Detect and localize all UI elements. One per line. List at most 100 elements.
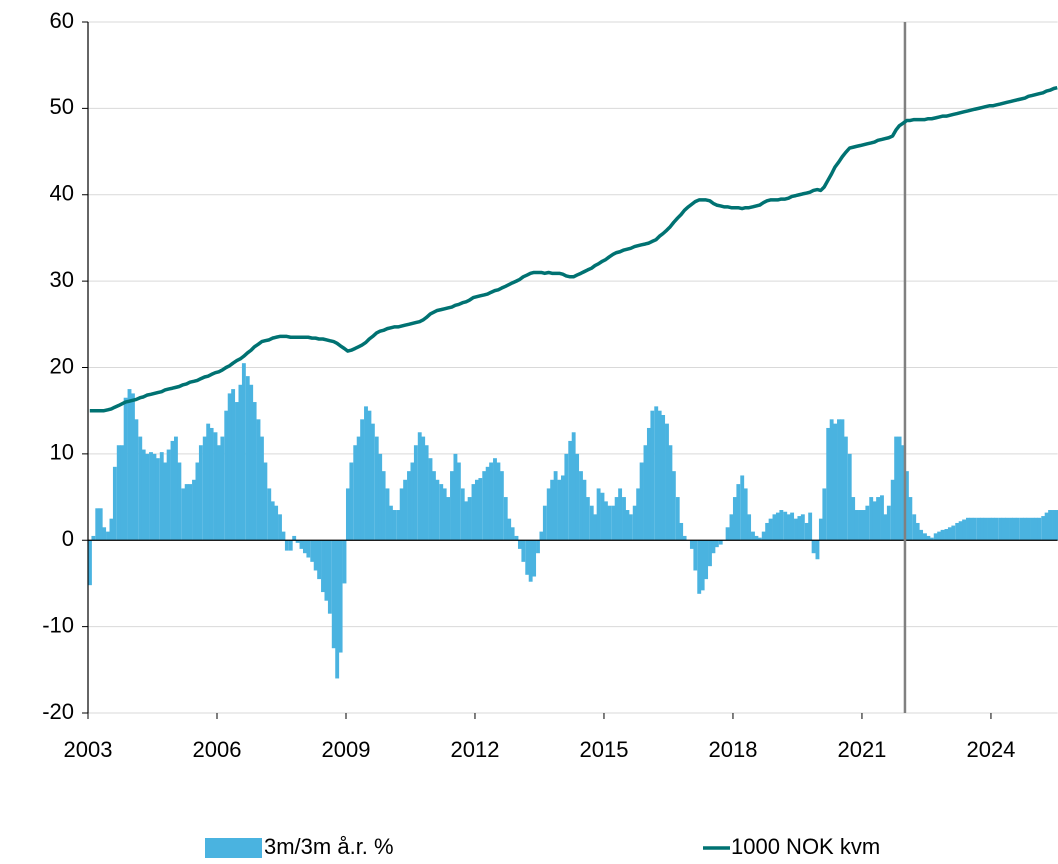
bar	[370, 423, 375, 541]
bar	[815, 540, 820, 560]
bar	[818, 518, 823, 541]
bar	[356, 436, 361, 541]
bar	[923, 533, 927, 541]
bar	[743, 488, 748, 541]
bar	[388, 505, 393, 541]
bar	[474, 479, 479, 541]
bar	[990, 517, 995, 541]
bar	[646, 427, 651, 541]
bar	[732, 497, 737, 541]
bar	[747, 514, 752, 541]
bar	[951, 525, 956, 541]
bar	[811, 540, 816, 554]
bar	[198, 445, 203, 541]
bar	[485, 466, 490, 541]
bar	[88, 540, 92, 586]
bar	[929, 537, 934, 541]
bar	[392, 510, 397, 541]
bar	[1005, 517, 1010, 541]
bar	[851, 497, 856, 541]
bar	[564, 453, 569, 541]
bar	[209, 427, 214, 541]
bar	[786, 514, 791, 541]
bar	[206, 423, 211, 541]
x-tick-label: 2018	[708, 737, 757, 762]
bar	[102, 527, 107, 541]
bar	[628, 514, 633, 541]
bar	[216, 445, 221, 541]
bar	[808, 512, 813, 541]
bar	[525, 540, 530, 575]
bar	[869, 497, 874, 541]
bar	[184, 484, 189, 541]
bar	[861, 510, 866, 541]
bar	[944, 529, 949, 541]
bar	[897, 436, 902, 541]
y-tick-label: 10	[50, 440, 74, 465]
line	[89, 85, 1058, 413]
bar	[865, 505, 870, 541]
bar	[439, 484, 444, 541]
bar	[969, 517, 974, 541]
bar	[740, 475, 745, 541]
bar	[155, 458, 160, 541]
bar	[181, 488, 186, 541]
bar	[962, 519, 967, 541]
bar	[711, 540, 716, 554]
bar	[693, 540, 698, 571]
bar	[822, 488, 827, 541]
bar	[310, 540, 315, 562]
bar	[385, 488, 390, 541]
bar	[381, 471, 386, 541]
legend-label: 1000 NOK kvm	[731, 834, 880, 859]
y-tick-label: -20	[42, 699, 74, 724]
bar	[908, 497, 913, 541]
bar	[281, 531, 286, 541]
bar	[249, 384, 254, 541]
bar	[708, 540, 712, 567]
bar	[428, 458, 433, 541]
x-tick-label: 2006	[193, 737, 242, 762]
bar	[274, 505, 279, 541]
bar	[804, 522, 809, 541]
bar	[259, 436, 264, 541]
bar	[539, 531, 544, 541]
bar	[238, 384, 243, 541]
bar	[224, 410, 229, 541]
bar	[235, 402, 239, 541]
bar	[407, 471, 411, 541]
bar	[446, 497, 451, 541]
bar	[170, 440, 175, 541]
bar	[571, 432, 576, 541]
bar	[894, 436, 899, 541]
bar	[675, 497, 680, 541]
bar	[603, 501, 608, 541]
bar	[163, 462, 168, 541]
bar	[779, 510, 784, 541]
bar	[754, 535, 759, 541]
bar	[718, 540, 723, 545]
bar	[704, 540, 709, 580]
bar	[880, 495, 884, 541]
bar	[324, 540, 329, 601]
bar	[976, 517, 981, 541]
bar	[152, 453, 157, 541]
bar	[876, 497, 881, 541]
bar	[166, 449, 171, 541]
bar	[725, 527, 730, 541]
bar	[306, 540, 311, 558]
bar	[145, 453, 150, 541]
bar	[413, 445, 418, 541]
bar	[980, 517, 985, 541]
bar	[302, 540, 307, 554]
bar	[263, 462, 268, 541]
bar	[267, 488, 272, 541]
bar	[700, 540, 705, 591]
bar	[220, 436, 225, 541]
bar	[327, 540, 332, 614]
bar	[464, 501, 469, 541]
bar	[671, 471, 676, 541]
bar	[966, 517, 970, 541]
bar	[933, 533, 938, 541]
bar	[403, 479, 408, 541]
